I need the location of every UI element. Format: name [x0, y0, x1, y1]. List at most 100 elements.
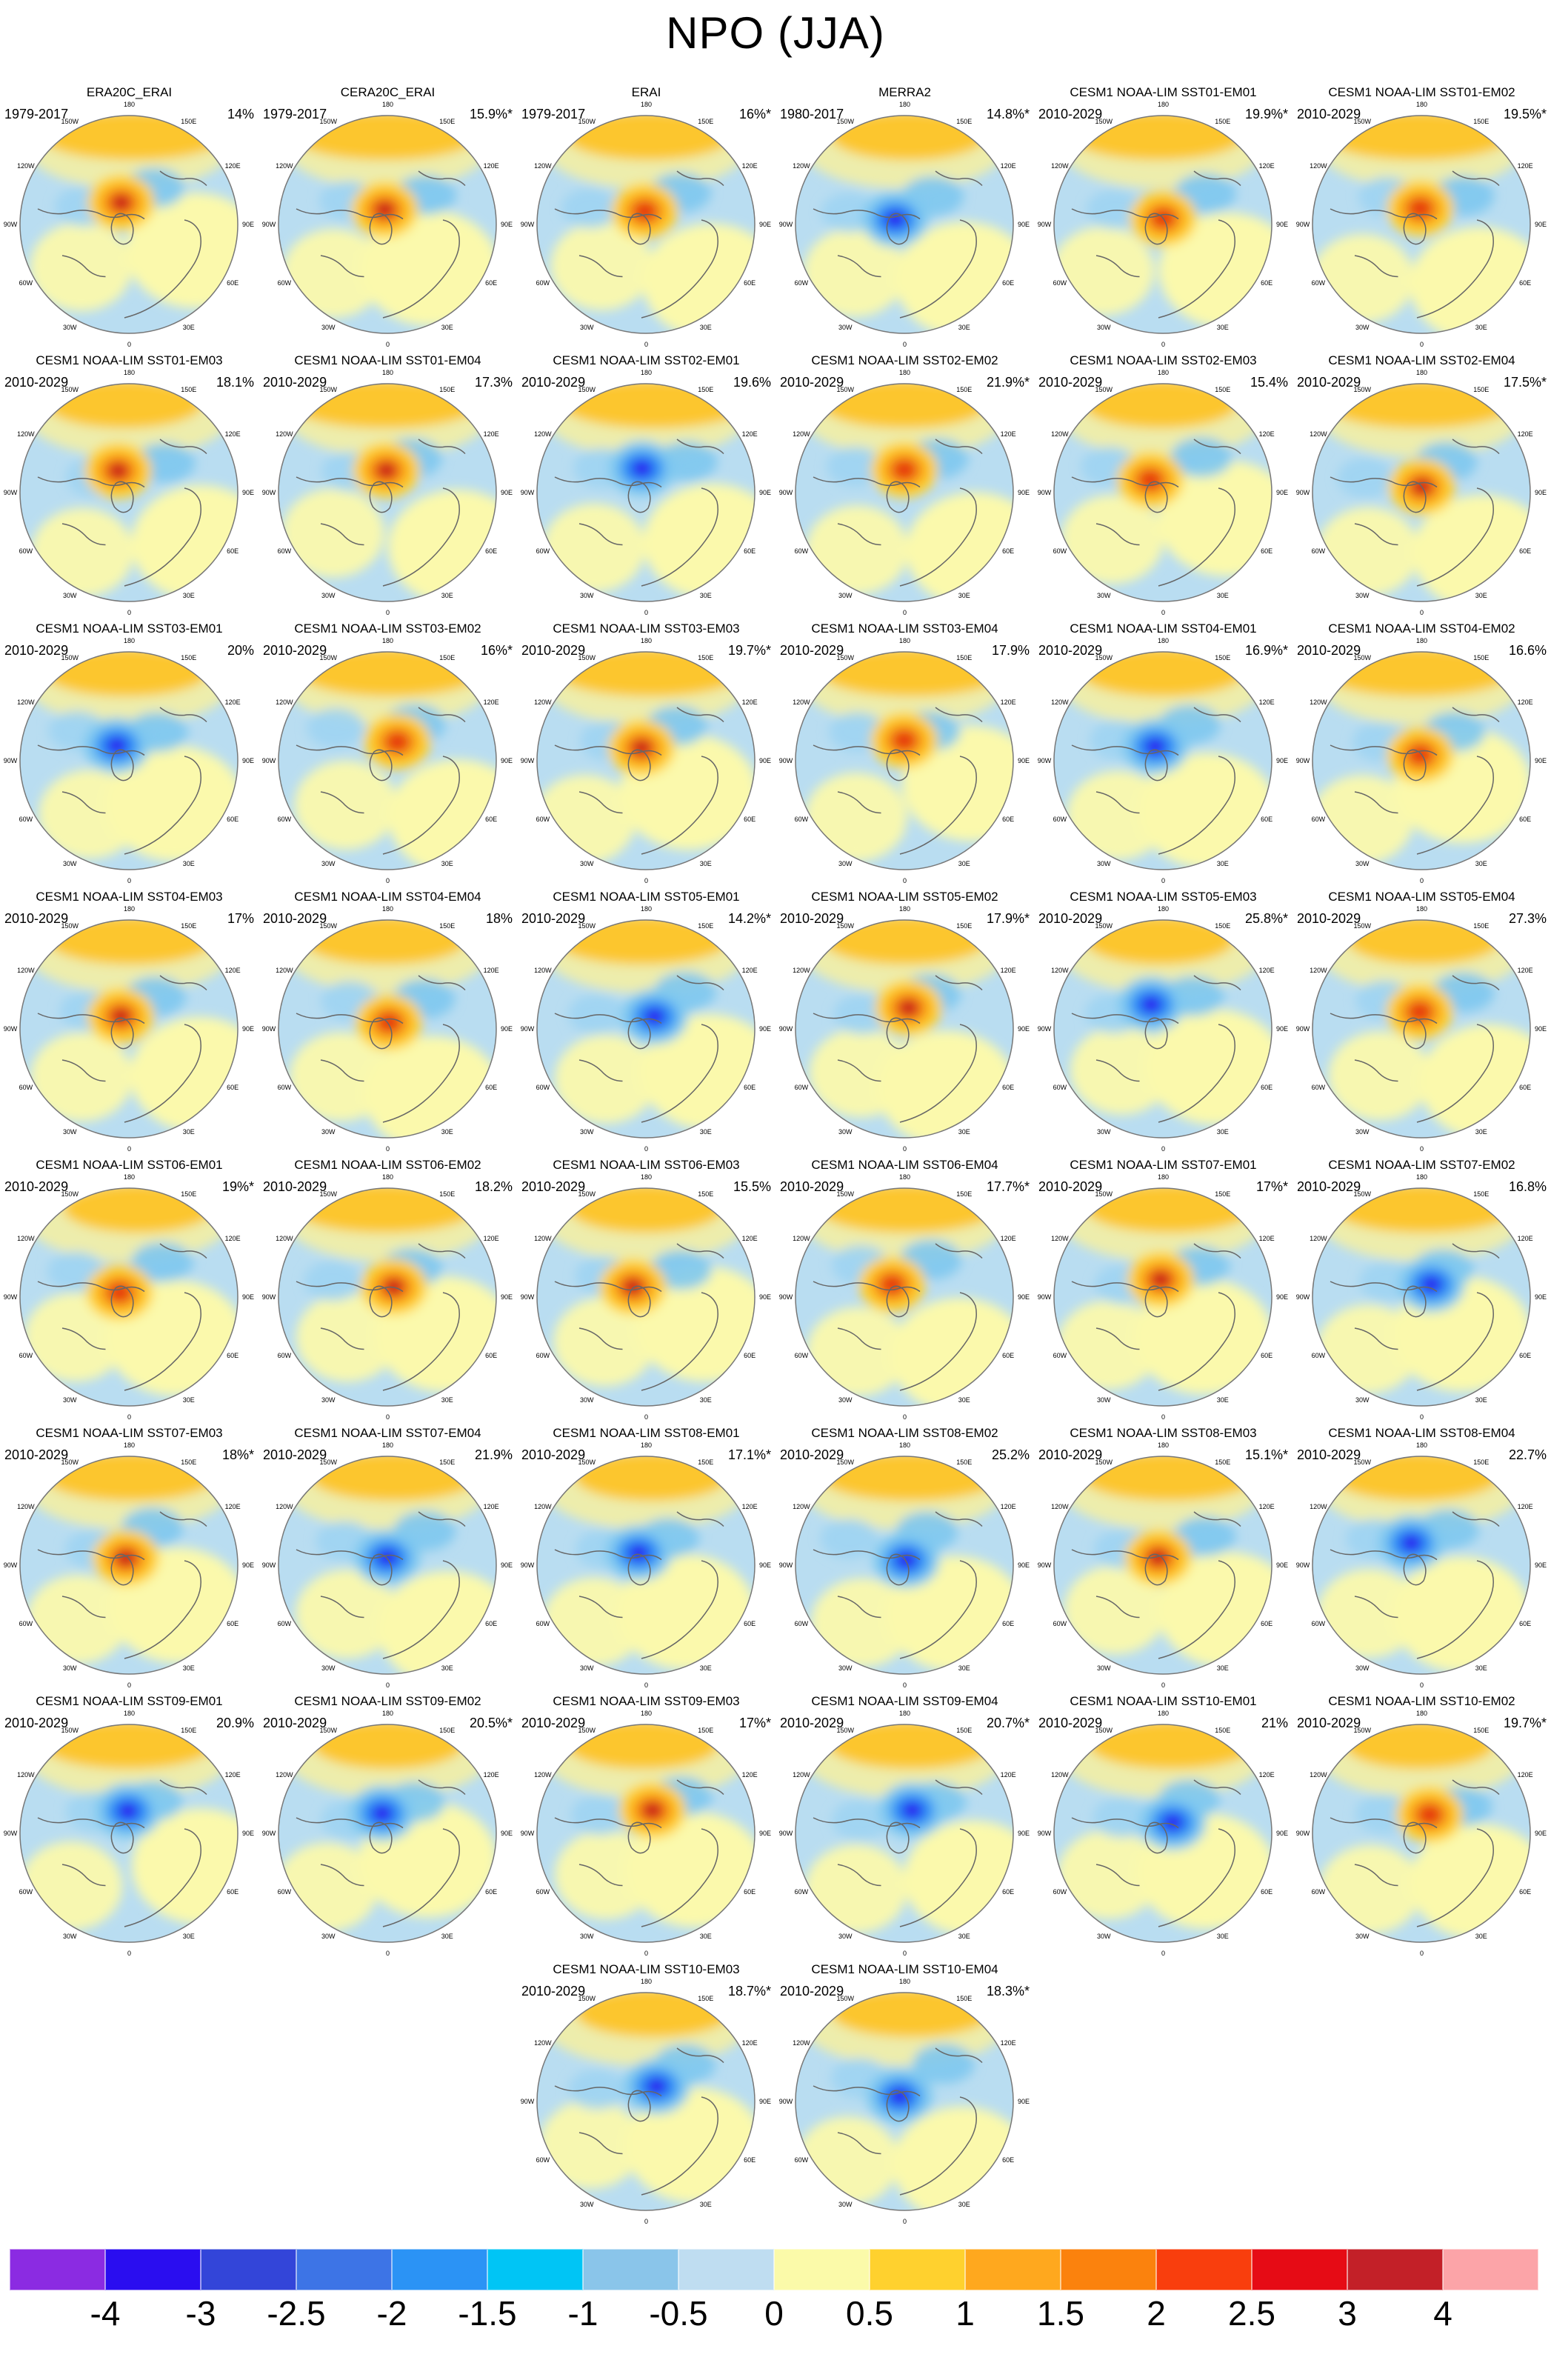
longitude-label: 30E [441, 1396, 453, 1404]
polar-map [793, 1722, 1015, 1944]
polar-map [18, 1186, 240, 1408]
map-panel: CESM1 NOAA-LIM SST01-EM01 2010-2029 19.9… [1034, 84, 1292, 353]
map-panel: CESM1 NOAA-LIM SST02-EM03 2010-2029 15.4… [1034, 353, 1292, 621]
longitude-label: 120E [1258, 698, 1275, 706]
panel-title: CESM1 NOAA-LIM SST08-EM01 [553, 1426, 740, 1440]
longitude-label: 30W [579, 591, 594, 599]
longitude-label: 150E [1215, 386, 1231, 394]
longitude-label: 150E [1215, 118, 1231, 126]
longitude-label: 150W [61, 654, 79, 662]
polar-map [1310, 113, 1532, 336]
map-panel: CESM1 NOAA-LIM SST10-EM01 2010-2029 21% … [1034, 1693, 1292, 1961]
longitude-label: 150E [181, 1190, 197, 1199]
map-panel: CESM1 NOAA-LIM SST06-EM04 2010-2029 17.7… [776, 1157, 1034, 1425]
panel-period: 2010-2029 [4, 1179, 69, 1194]
longitude-label: 120W [1310, 1502, 1327, 1510]
panel-variance: 25.2% [991, 1447, 1030, 1462]
longitude-label: 120E [1517, 698, 1533, 706]
map-panel: CESM1 NOAA-LIM SST07-EM02 2010-2029 16.8… [1292, 1157, 1551, 1425]
longitude-label: 0 [1419, 876, 1424, 884]
map-area: 2010-2029 25.8%* 180 150W 150E 120W 120E 90W 9… [1034, 905, 1292, 1152]
map-panel: CESM1 NOAA-LIM SST05-EM01 2010-2029 14.2… [517, 889, 776, 1157]
longitude-label: 150W [1353, 118, 1371, 126]
panel-variance: 20.9% [216, 1716, 254, 1730]
panel-variance: 17.9% [991, 643, 1030, 658]
longitude-label: 30E [182, 591, 195, 599]
longitude-label: 90E [242, 1830, 255, 1837]
longitude-label: 150W [578, 386, 596, 394]
panel-variance: 17%* [1255, 1179, 1288, 1194]
longitude-label: 30W [1355, 323, 1370, 331]
longitude-label: 30W [1096, 591, 1111, 599]
colorbar-segment [870, 2249, 965, 2290]
colorbar-ticks: -4 -3 -2.5 -2 -1.5 -1 -0.5 0 0.5 1 1.5 2 2.5 3 4 [10, 2290, 1538, 2336]
longitude-label: 0 [385, 1413, 390, 1421]
longitude-label: 120E [483, 161, 499, 170]
panel-title: CESM1 NOAA-LIM SST07-EM02 [1328, 1158, 1515, 1172]
longitude-label: 90W [261, 1293, 276, 1301]
longitude-label: 0 [902, 340, 907, 348]
map-panel: ERAI 1979-2017 16%* 180 150W 150E 120W 120E 9… [517, 84, 776, 353]
longitude-label: 150W [61, 922, 79, 930]
map-area: 2010-2029 17.9%* 180 150W 150E 120W 120E 90W 9… [776, 905, 1034, 1152]
colorbar-tick-label: -2.5 [267, 2294, 326, 2333]
longitude-label: 60W [794, 816, 809, 824]
longitude-label: 90E [501, 489, 513, 496]
longitude-label: 90E [242, 1561, 255, 1569]
colorbar-segment [392, 2249, 487, 2290]
coastline [554, 2047, 724, 2196]
colorbar-tick-label: -2 [376, 2294, 407, 2333]
longitude-label: 150E [698, 1459, 714, 1467]
map-panel: CESM1 NOAA-LIM SST09-EM04 2010-2029 20.7… [776, 1693, 1034, 1961]
longitude-label: 150W [836, 386, 854, 394]
panel-period: 2010-2029 [4, 375, 69, 390]
longitude-label: 180 [123, 905, 136, 913]
longitude-label: 30E [182, 1664, 195, 1672]
panel-title: CESM1 NOAA-LIM SST02-EM04 [1328, 353, 1515, 367]
panel-variance: 16%* [480, 643, 513, 658]
panel-variance: 18.3%* [986, 1984, 1030, 1999]
map-area: 2010-2029 17.1%* 180 150W 150E 120W 120E 90W 9… [517, 1441, 776, 1688]
longitude-label: 0 [902, 876, 907, 884]
longitude-label: 30W [1355, 1396, 1370, 1404]
longitude-label: 150E [439, 1459, 456, 1467]
longitude-label: 60E [485, 1888, 498, 1896]
map-panel: CESM1 NOAA-LIM SST06-EM02 2010-2029 18.2… [258, 1157, 517, 1425]
longitude-label: 60E [1261, 1888, 1273, 1896]
longitude-label: 60E [1002, 2156, 1015, 2164]
longitude-label: 150W [1353, 654, 1371, 662]
coastline [37, 1511, 207, 1659]
longitude-label: 150E [698, 1727, 714, 1735]
longitude-label: 0 [127, 876, 132, 884]
longitude-label: 150E [956, 1459, 973, 1467]
polar-map [276, 113, 498, 336]
coastline [296, 1511, 466, 1659]
longitude-label: 180 [640, 905, 653, 913]
panel-title: CESM1 NOAA-LIM SST01-EM04 [294, 353, 481, 367]
panel-period: 2010-2029 [780, 1716, 844, 1730]
longitude-label: 30E [1216, 323, 1229, 331]
map-panel: CESM1 NOAA-LIM SST07-EM04 2010-2029 21.9… [258, 1425, 517, 1693]
longitude-label: 150E [181, 386, 197, 394]
panel-variance: 25.8%* [1244, 911, 1288, 926]
longitude-label: 90W [778, 1830, 793, 1837]
panel-variance: 17.5%* [1503, 375, 1547, 390]
panel-title: CESM1 NOAA-LIM SST04-EM01 [1070, 621, 1257, 636]
longitude-label: 150E [1215, 654, 1231, 662]
longitude-label: 150E [1473, 922, 1490, 930]
colorbar-segment [487, 2249, 583, 2290]
longitude-label: 0 [1419, 1681, 1424, 1689]
longitude-label: 0 [385, 340, 390, 348]
panel-variance: 15.1%* [1244, 1447, 1288, 1462]
panel-period: 1979-2017 [4, 107, 69, 121]
panel-variance: 14.8%* [986, 107, 1030, 121]
longitude-label: 30W [579, 323, 594, 331]
longitude-label: 150E [1215, 1459, 1231, 1467]
longitude-label: 120E [741, 430, 758, 438]
polar-map [276, 650, 498, 872]
panel-variance: 16.9%* [1244, 643, 1288, 658]
map-panel: CESM1 NOAA-LIM SST08-EM03 2010-2029 15.1… [1034, 1425, 1292, 1693]
map-panel: CESM1 NOAA-LIM SST03-EM03 2010-2029 19.7… [517, 621, 776, 889]
panel-period: 2010-2029 [263, 1716, 327, 1730]
polar-map [793, 1454, 1015, 1676]
